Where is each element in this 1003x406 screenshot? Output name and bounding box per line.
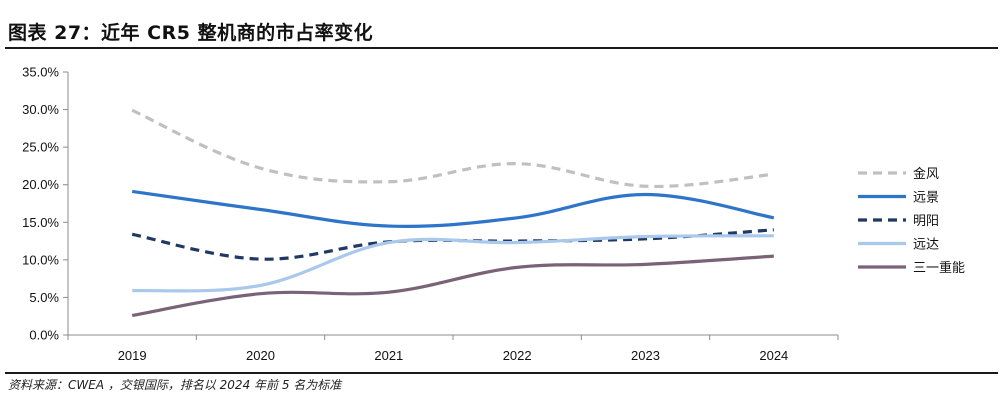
x-tick-label: 2023 (631, 348, 660, 363)
y-tick-label: 5.0% (29, 290, 59, 305)
series-line-5 (131, 254, 774, 318)
legend-label-3: 明阳 (913, 214, 939, 229)
y-tick-label: 25.0% (22, 140, 59, 155)
legend-label-5: 三一重能 (913, 260, 965, 276)
x-tick-label: 2022 (503, 348, 532, 363)
line-chart: 0.0% 5.0% 10.0% 15.0% 20.0% 25.0% 30.0% 35.0% 2… (22, 65, 965, 364)
source-note: 资料来源：CWEA ，交银国际，排名以 2024 年前 5 名为标准 (8, 378, 342, 392)
legend-label-1: 金风 (913, 166, 939, 182)
y-tick-label: 0.0% (29, 328, 59, 343)
y-axis: 0.0% 5.0% 10.0% 15.0% 20.0% 25.0% 30.0% 35.0% (22, 65, 69, 343)
x-tick-label: 2021 (374, 348, 403, 363)
series-line-3 (131, 228, 774, 261)
legend-label-2: 远景 (913, 191, 939, 206)
series-line-2 (131, 189, 775, 228)
x-tick-label: 2019 (118, 348, 147, 363)
y-tick-label: 10.0% (22, 252, 59, 267)
x-axis: 2019 2020 2021 2022 2023 2024 (67, 334, 839, 363)
y-tick-label: 15.0% (22, 215, 59, 230)
y-tick-label: 35.0% (22, 65, 59, 80)
series-line-1 (131, 108, 774, 189)
x-tick-label: 2024 (759, 348, 788, 363)
figure-title: 图表 27：近年 CR5 整机商的市占率变化 (8, 22, 374, 44)
y-tick-label: 20.0% (22, 177, 59, 192)
series-layer (131, 108, 775, 318)
y-tick-label: 30.0% (22, 102, 59, 117)
footer-rule (5, 372, 998, 374)
x-tick-label: 2020 (246, 348, 275, 363)
legend-label-4: 远达 (913, 238, 939, 253)
title-rule (5, 47, 998, 49)
series-line-4 (132, 234, 774, 293)
